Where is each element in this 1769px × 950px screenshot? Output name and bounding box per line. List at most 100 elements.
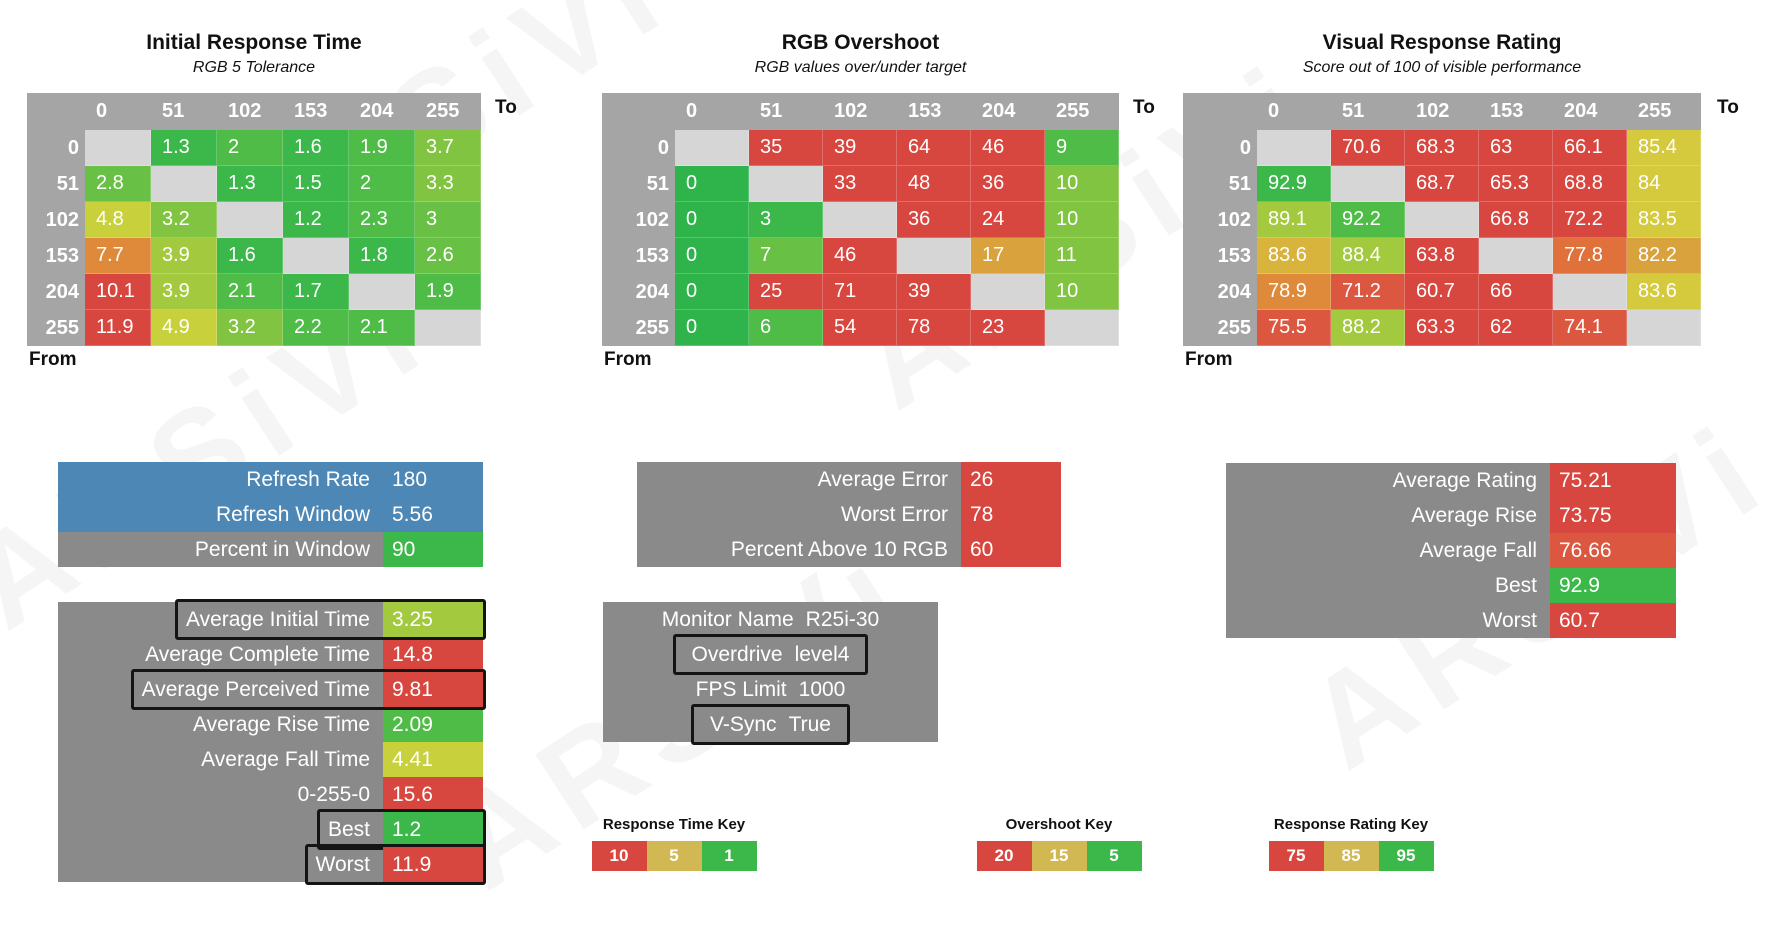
heatmap-cell [971,274,1045,310]
heatmap-cell: 68.3 [1405,130,1479,166]
heatmap-cell: 10.1 [85,274,151,310]
heatmap-cell: 1.5 [283,166,349,202]
axis-label-to: To [1133,97,1155,118]
heatmap-cell: 83.6 [1627,274,1701,310]
heatmap-cell [897,238,971,274]
summary-row: Percent Above 10 RGB 60 [637,532,1061,567]
heatmap-col-header: 51 [749,93,823,130]
heatmap-row-header: 51 [27,166,85,202]
visual-response-rating-title-block: Visual Response Rating Score out of 100 … [1183,31,1701,77]
summary-row-content: Worst Error 78 [833,497,1061,532]
table-subtitle: RGB values over/under target [754,59,967,76]
heatmap-cell [1045,310,1119,346]
summary-row: Average Perceived Time 9.81 [58,669,486,710]
heatmap-cell: 2.1 [349,310,415,346]
heatmap-cell: 10 [1045,202,1119,238]
summary-value: 11.9 [383,847,483,882]
table-subtitle: Score out of 100 of visible performance [1302,59,1582,76]
heatmap-row-header: 153 [1183,238,1257,274]
summary-value: 9.81 [383,672,483,707]
summary-row-content: Average Rise 73.75 [1403,498,1676,533]
heatmap-col-header: 153 [1479,93,1553,130]
summary-label: Average Perceived Time [141,677,370,701]
heatmap-col-header: 102 [823,93,897,130]
heatmap-cell: 33 [823,166,897,202]
summary-row: V-Sync True [603,704,938,745]
summary-value: 5.56 [392,502,433,526]
summary-label: Best [1494,573,1537,597]
heatmap-cell: 70.6 [1331,130,1405,166]
heatmap-cell [1553,274,1627,310]
summary-row-content: Average Fall Time 4.41 [193,742,483,777]
heatmap-cell [415,310,481,346]
heatmap-cell: 24 [971,202,1045,238]
heatmap-cell: 0 [675,166,749,202]
summary-row: Worst Error 78 [637,497,1061,532]
summary-row-content: Best 92.9 [1487,568,1676,603]
heatmap-row-header: 0 [1183,130,1257,166]
key-cell: 5 [646,841,702,871]
summary-row: Refresh Rate 180 [58,462,483,497]
summary-label: Average Fall [1419,538,1537,562]
summary-value: 73.75 [1550,498,1676,533]
heatmap-cell [1331,166,1405,202]
heatmap-row-header: 204 [1183,274,1257,310]
key-title: Response Rating Key [1273,816,1429,833]
summary-row-content: 0-255-0 15.6 [290,777,483,812]
highlight-box: Average Initial Time 3.25 [174,599,486,640]
heatmap-cell: 3.2 [151,202,217,238]
heatmap-cell: 39 [823,130,897,166]
heatmap-cell: 1.6 [217,238,283,274]
panel-rating-stats: Average Rating 75.21 Average Rise 73.75 Aver… [1226,463,1676,638]
summary-row-content: Average Fall 76.66 [1411,533,1676,568]
summary-value: 1000 [798,677,846,701]
summary-value: 14.8 [383,637,483,672]
key-cell: 15 [1031,841,1087,871]
heatmap-cell: 0 [675,202,749,238]
heatmap-col-header: 204 [349,93,415,130]
heatmap-cell: 63 [1479,130,1553,166]
heatmap-cell: 66.1 [1553,130,1627,166]
heatmap-row-header: 0 [602,130,675,166]
summary-value: 1.2 [383,812,483,847]
heatmap-cell: 2.2 [283,310,349,346]
summary-row: Average Fall 76.66 [1226,533,1676,568]
panel-monitor-settings: Monitor Name R25i-30 Overdrive level4 FPS Li… [603,602,938,745]
summary-label: Average Rise [1411,503,1537,527]
initial-response-time-title-block: Initial Response Time RGB 5 Tolerance [27,31,481,77]
heatmap-col-header: 255 [1045,93,1119,130]
heatmap-cell: 78.9 [1257,274,1331,310]
heatmap-cell [1627,310,1701,346]
heatmap-initial-response-time: 0 51 102 153 204 255 0 1.3 2 1.6 1.9 3.7 51 2.8 1.3 1.5… [27,93,481,346]
key-cell: 5 [1086,841,1142,871]
summary-value: 75.21 [1550,463,1676,498]
table-title: Initial Response Time [146,31,362,54]
heatmap-cell: 25 [749,274,823,310]
heatmap-cell: 11.9 [85,310,151,346]
summary-label: Monitor Name [661,607,794,631]
heatmap-col-header: 0 [1257,93,1331,130]
heatmap-cell: 1.9 [415,274,481,310]
summary-row: Average Fall Time 4.41 [58,742,483,777]
heatmap-cell: 71.2 [1331,274,1405,310]
heatmap-cell: 2.3 [349,202,415,238]
heatmap-cell: 92.2 [1331,202,1405,238]
panel-overshoot-stats: Average Error 26 Worst Error 78 Percent Abov… [637,462,1061,567]
heatmap-cell: 83.6 [1257,238,1331,274]
highlight-box: V-Sync True [691,704,850,745]
summary-label: Percent Above 10 RGB [730,537,948,561]
heatmap-cell: 65.3 [1479,166,1553,202]
key-title: Response Time Key [602,816,746,833]
key-cells: 20 15 5 [949,841,1169,871]
key-response-time: Response Time Key 10 5 1 [564,816,784,871]
summary-value: 15.6 [383,777,483,812]
heatmap-cell: 2.6 [415,238,481,274]
heatmap-cell: 48 [897,166,971,202]
heatmap-cell [283,238,349,274]
heatmap-cell: 11 [1045,238,1119,274]
summary-row: 0-255-0 15.6 [58,777,483,812]
heatmap-cell: 17 [971,238,1045,274]
summary-label: Percent in Window [194,537,370,561]
heatmap-col-header: 204 [971,93,1045,130]
heatmap-row-header: 153 [27,238,85,274]
